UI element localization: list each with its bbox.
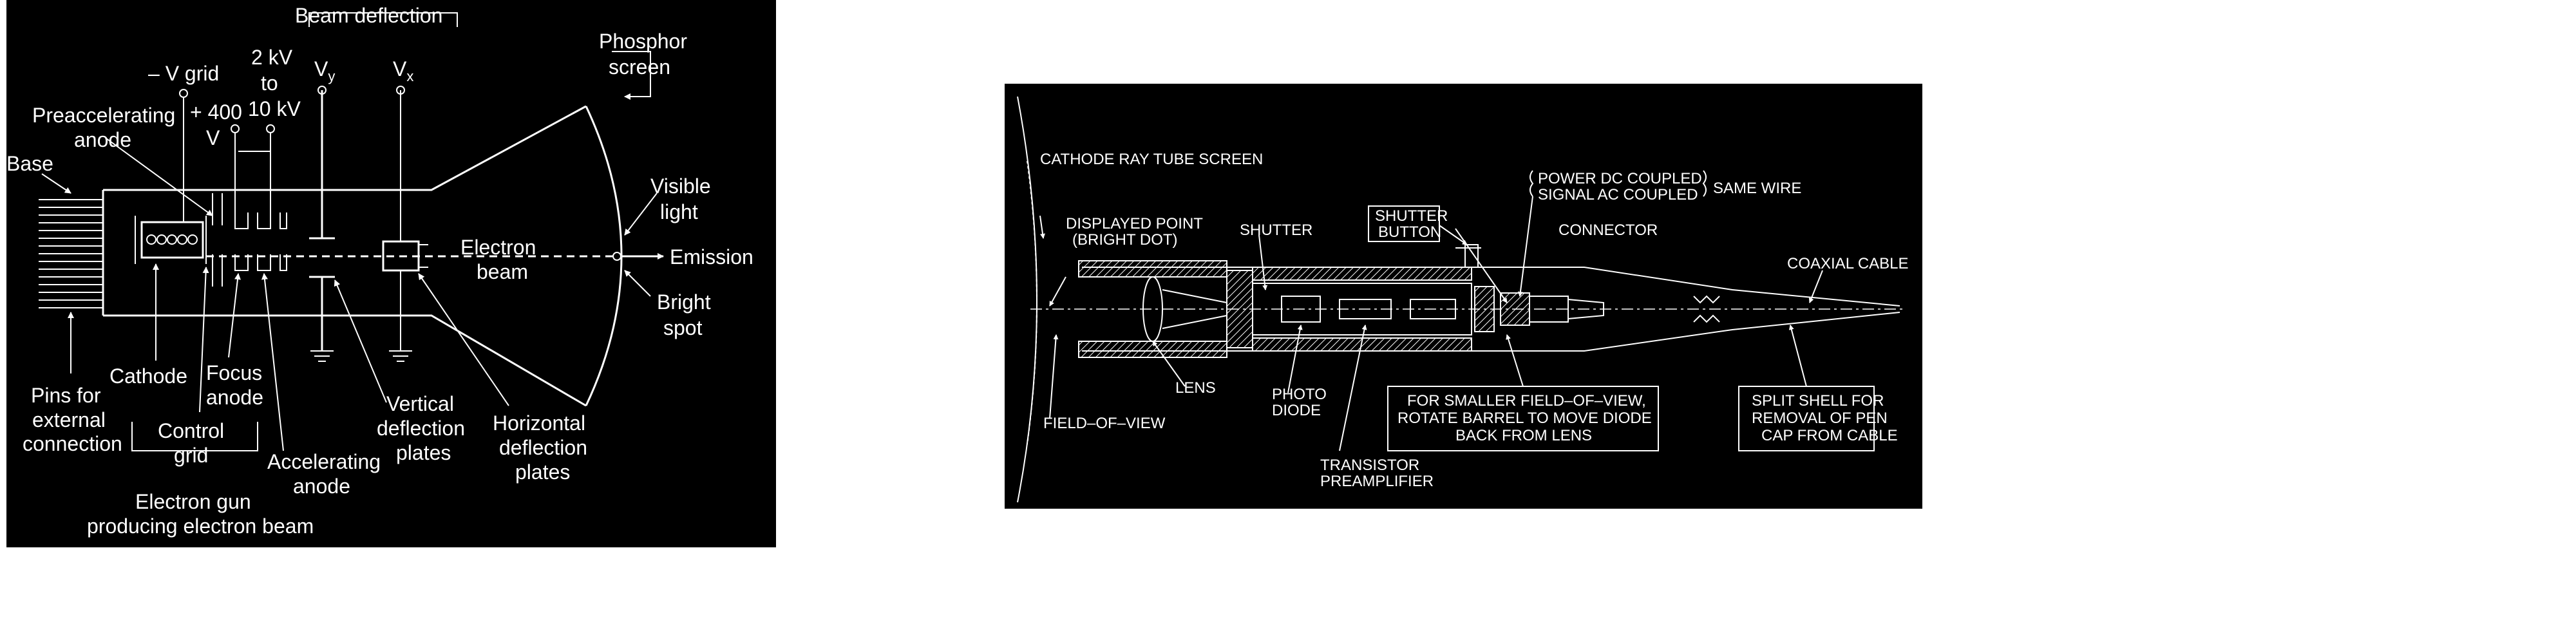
label-horizontal: Horizontal xyxy=(493,411,585,435)
light-pen-diagram-panel: CATHODE RAY TUBE SCREEN POWER DC COUPLED… xyxy=(1005,84,1922,509)
label-fov-note-3: BACK FROM LENS xyxy=(1455,427,1592,444)
label-field-of-view: FIELD–OF–VIEW xyxy=(1043,415,1166,432)
label-horiz-deflection: deflection xyxy=(499,436,587,459)
barrel-upper xyxy=(1078,260,1227,278)
label-spot: spot xyxy=(663,316,703,339)
label-lens: LENS xyxy=(1175,379,1216,397)
label-shutter-button-2: BUTTON xyxy=(1378,223,1441,241)
label-vert-plates: plates xyxy=(396,441,451,464)
label-2kv: 2 kV xyxy=(251,46,293,69)
label-plus400: + 400 xyxy=(190,100,242,124)
anode-plates xyxy=(212,193,287,287)
label-shutter-button-1: SHUTTER xyxy=(1375,207,1448,225)
electronics-housing xyxy=(1252,283,1472,335)
label-visible: Visible xyxy=(650,175,711,198)
label-fov-note-1: FOR SMALLER FIELD–OF–VIEW, xyxy=(1407,392,1646,410)
label-fov-note-2: ROTATE BARREL TO MOVE DIODE xyxy=(1397,410,1652,427)
label-split-shell-2: REMOVAL OF PEN xyxy=(1752,410,1888,427)
label-emission: Emission xyxy=(670,245,753,269)
label-producing-beam: producing electron beam xyxy=(87,515,314,538)
label-connection: connection xyxy=(23,432,122,455)
label-signal-ac: SIGNAL AC COUPLED xyxy=(1538,186,1698,203)
label-vertical: Vertical xyxy=(386,392,454,415)
label-pins-for: Pins for xyxy=(31,384,101,407)
label-accel-anode: anode xyxy=(293,475,350,498)
label-grid: grid xyxy=(174,444,208,467)
label-connector: CONNECTOR xyxy=(1558,222,1658,239)
pen-leader-lines xyxy=(1039,170,1823,451)
cathode-heater xyxy=(140,221,204,259)
label-light: light xyxy=(660,200,698,223)
label-base: Base xyxy=(6,152,53,175)
shutter-button-shape xyxy=(1464,244,1479,268)
label-bright-dot: (BRIGHT DOT) xyxy=(1072,231,1178,249)
phosphor-screen-arc xyxy=(585,106,623,406)
label-vx: Vx xyxy=(393,57,413,84)
label-preamplifier: PREAMPLIFIER xyxy=(1320,473,1434,490)
crt-diagram-svg: Beam deflection Phosphor screen – V grid… xyxy=(6,4,753,538)
label-diode: DIODE xyxy=(1272,402,1321,419)
crt-tube-outline xyxy=(102,105,587,407)
label-cathode: Cathode xyxy=(109,364,187,388)
label-same-wire: SAME WIRE xyxy=(1713,180,1801,197)
label-vert-deflection: deflection xyxy=(377,417,465,440)
label-preaccelerating: Preaccelerating xyxy=(32,104,175,127)
label-horiz-plates: plates xyxy=(515,460,570,484)
label-transistor: TRANSISTOR xyxy=(1320,457,1419,474)
label-split-shell-1: SPLIT SHELL FOR xyxy=(1752,392,1884,410)
label-vy: Vy xyxy=(314,57,335,84)
label-control: Control xyxy=(158,419,224,442)
crt-diagram-panel: Beam deflection Phosphor screen – V grid… xyxy=(6,0,776,547)
label-focus-anode: anode xyxy=(206,386,263,409)
label-displayed-point: DISPLAYED POINT xyxy=(1066,215,1203,232)
label-bright: Bright xyxy=(657,290,711,314)
shutter-button-box xyxy=(1368,205,1440,242)
light-pen-diagram-svg: CATHODE RAY TUBE SCREEN POWER DC COUPLED… xyxy=(1017,96,1909,503)
label-focus: Focus xyxy=(206,361,262,384)
label-external: external xyxy=(32,408,106,431)
label-screen: screen xyxy=(609,55,670,79)
label-beam: beam xyxy=(477,260,528,283)
label-neg-v-grid: – V grid xyxy=(148,62,219,85)
label-preaccel-anode: anode xyxy=(74,128,131,151)
label-crt-screen: CATHODE RAY TUBE SCREEN xyxy=(1040,151,1263,168)
label-power-dc: POWER DC COUPLED xyxy=(1538,170,1702,187)
label-accelerating: Accelerating xyxy=(267,450,381,473)
label-shutter: SHUTTER xyxy=(1240,222,1312,239)
label-phosphor: Phosphor xyxy=(599,30,687,53)
base-pins xyxy=(39,199,103,308)
label-beam-deflection: Beam deflection xyxy=(295,4,442,27)
leader-lines xyxy=(41,138,658,451)
connector xyxy=(1474,286,1495,332)
label-to: to xyxy=(261,71,278,95)
label-v: V xyxy=(206,126,220,149)
label-electron-gun: Electron gun xyxy=(135,490,251,513)
label-coaxial-cable: COAXIAL CABLE xyxy=(1787,255,1909,272)
barrel-lower xyxy=(1078,341,1227,358)
label-10kv: 10 kV xyxy=(248,97,301,120)
vertical-deflection-plates xyxy=(309,90,335,351)
label-photo: PHOTO xyxy=(1272,386,1327,403)
crt-screen-curve xyxy=(1017,96,1037,503)
label-split-shell-3: CAP FROM CABLE xyxy=(1761,427,1898,444)
label-electron: Electron xyxy=(460,236,536,259)
